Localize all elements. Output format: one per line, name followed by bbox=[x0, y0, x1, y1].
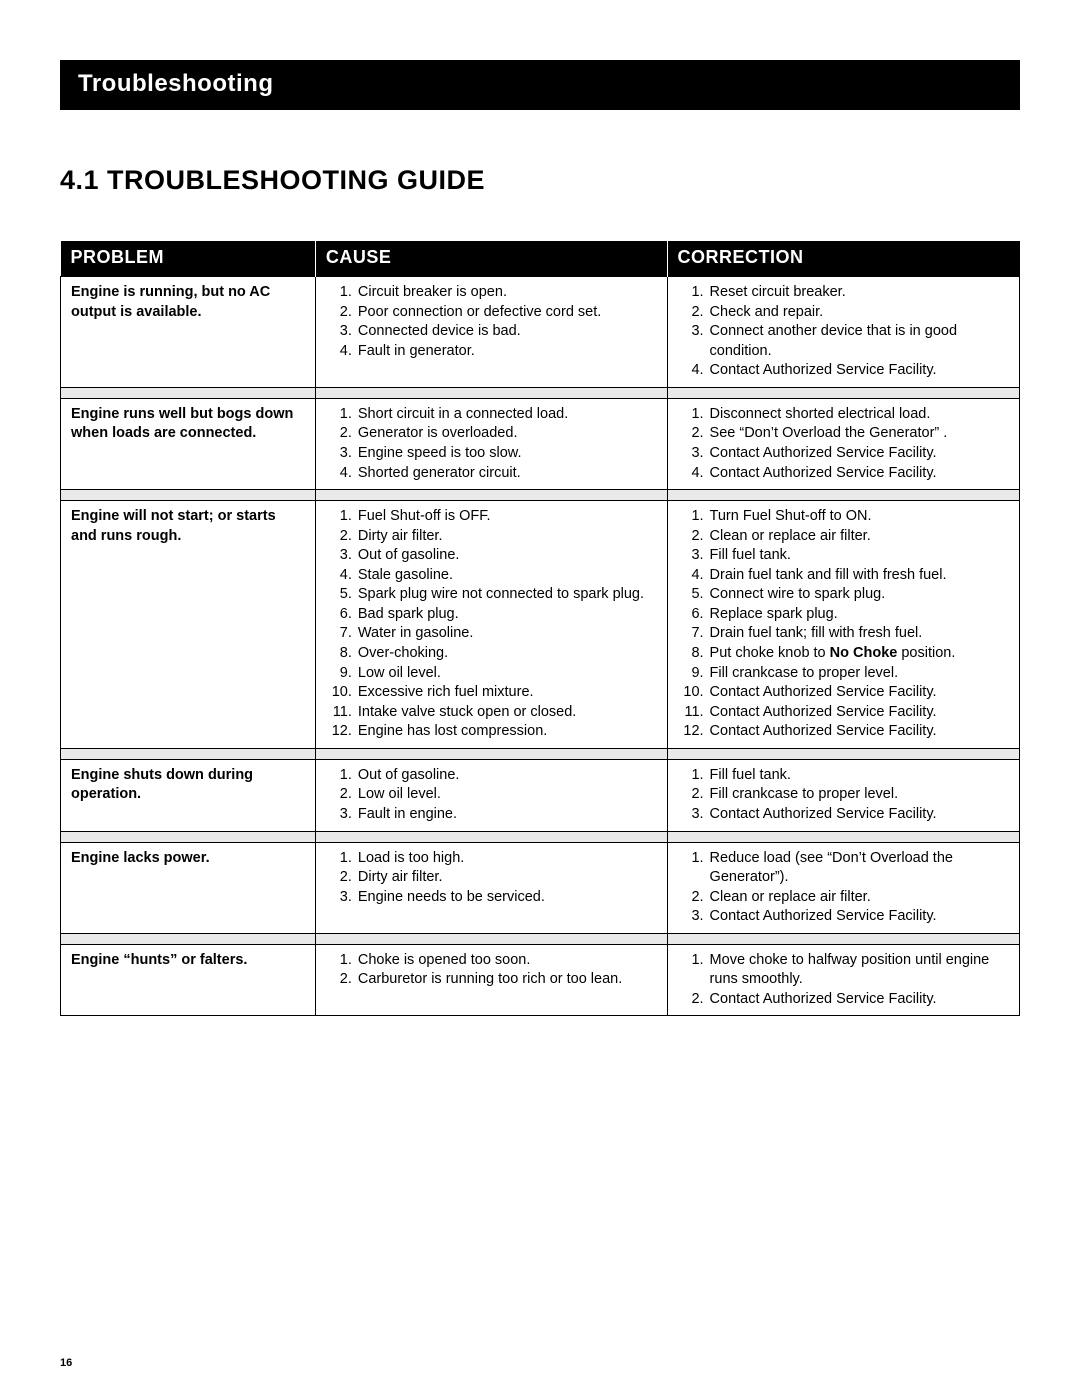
list-item: 2.Contact Authorized Service Facility. bbox=[682, 990, 1009, 1010]
list-item: 12.Contact Authorized Service Facility. bbox=[682, 722, 1009, 742]
cause-cell: 1.Load is too high.2.Dirty air filter.3.… bbox=[315, 842, 667, 933]
table-row: Engine lacks power.1.Load is too high.2.… bbox=[61, 842, 1020, 933]
col-cause: CAUSE bbox=[315, 241, 667, 277]
list-item: 4.Shorted generator circuit. bbox=[330, 464, 657, 484]
spacer-row bbox=[61, 933, 1020, 944]
troubleshooting-table: PROBLEM CAUSE CORRECTION Engine is runni… bbox=[60, 241, 1020, 1016]
list-item: 2.Low oil level. bbox=[330, 785, 657, 805]
list-item: 2.Poor connection or defective cord set. bbox=[330, 303, 657, 323]
problem-cell: Engine “hunts” or falters. bbox=[61, 944, 316, 1016]
list-item: 2.Generator is overloaded. bbox=[330, 424, 657, 444]
list-item: 4.Drain fuel tank and fill with fresh fu… bbox=[682, 566, 1009, 586]
correction-cell: 1.Fill fuel tank.2.Fill crankcase to pro… bbox=[667, 759, 1019, 831]
list-item: 4.Contact Authorized Service Facility. bbox=[682, 464, 1009, 484]
list-item: 3.Out of gasoline. bbox=[330, 546, 657, 566]
list-item: 1.Fuel Shut-off is OFF. bbox=[330, 507, 657, 527]
table-row: Engine runs well but bogs down when load… bbox=[61, 398, 1020, 489]
list-item: 2.Dirty air filter. bbox=[330, 527, 657, 547]
list-item: 1.Short circuit in a connected load. bbox=[330, 405, 657, 425]
list-item: 1.Out of gasoline. bbox=[330, 766, 657, 786]
list-item: 1.Reduce load (see “Don’t Overload the G… bbox=[682, 849, 1009, 888]
list-item: 1.Move choke to halfway position until e… bbox=[682, 951, 1009, 990]
list-item: 2.See “Don’t Overload the Generator” . bbox=[682, 424, 1009, 444]
banner-title: Troubleshooting bbox=[60, 60, 1020, 110]
list-item: 3.Fill fuel tank. bbox=[682, 546, 1009, 566]
section-title: 4.1 TROUBLESHOOTING GUIDE bbox=[60, 165, 1020, 196]
list-item: 3.Connected device is bad. bbox=[330, 322, 657, 342]
table-row: Engine “hunts” or falters.1.Choke is ope… bbox=[61, 944, 1020, 1016]
list-item: 4.Fault in generator. bbox=[330, 342, 657, 362]
list-item: 3.Contact Authorized Service Facility. bbox=[682, 805, 1009, 825]
problem-cell: Engine is running, but no AC output is a… bbox=[61, 277, 316, 388]
problem-cell: Engine shuts down during operation. bbox=[61, 759, 316, 831]
cause-cell: 1.Circuit breaker is open.2.Poor connect… bbox=[315, 277, 667, 388]
list-item: 2.Clean or replace air filter. bbox=[682, 527, 1009, 547]
problem-cell: Engine runs well but bogs down when load… bbox=[61, 398, 316, 489]
list-item: 8.Over-choking. bbox=[330, 644, 657, 664]
spacer-row bbox=[61, 831, 1020, 842]
list-item: 9.Low oil level. bbox=[330, 664, 657, 684]
list-item: 1.Fill fuel tank. bbox=[682, 766, 1009, 786]
list-item: 1.Circuit breaker is open. bbox=[330, 283, 657, 303]
list-item: 2.Fill crankcase to proper level. bbox=[682, 785, 1009, 805]
cause-cell: 1.Choke is opened too soon.2.Carburetor … bbox=[315, 944, 667, 1016]
correction-cell: 1.Reduce load (see “Don’t Overload the G… bbox=[667, 842, 1019, 933]
problem-cell: Engine will not start; or starts and run… bbox=[61, 501, 316, 749]
correction-cell: 1.Turn Fuel Shut-off to ON.2.Clean or re… bbox=[667, 501, 1019, 749]
list-item: 2.Dirty air filter. bbox=[330, 868, 657, 888]
correction-cell: 1.Disconnect shorted electrical load.2.S… bbox=[667, 398, 1019, 489]
list-item: 4.Stale gasoline. bbox=[330, 566, 657, 586]
list-item: 10.Excessive rich fuel mixture. bbox=[330, 683, 657, 703]
list-item: 7.Drain fuel tank; fill with fresh fuel. bbox=[682, 624, 1009, 644]
cause-cell: 1.Short circuit in a connected load.2.Ge… bbox=[315, 398, 667, 489]
col-problem: PROBLEM bbox=[61, 241, 316, 277]
list-item: 10.Contact Authorized Service Facility. bbox=[682, 683, 1009, 703]
list-item: 5.Connect wire to spark plug. bbox=[682, 585, 1009, 605]
list-item: 4.Contact Authorized Service Facility. bbox=[682, 361, 1009, 381]
list-item: 1.Choke is opened too soon. bbox=[330, 951, 657, 971]
problem-cell: Engine lacks power. bbox=[61, 842, 316, 933]
list-item: 9.Fill crankcase to proper level. bbox=[682, 664, 1009, 684]
spacer-row bbox=[61, 748, 1020, 759]
list-item: 6.Replace spark plug. bbox=[682, 605, 1009, 625]
list-item: 1.Load is too high. bbox=[330, 849, 657, 869]
spacer-row bbox=[61, 490, 1020, 501]
table-row: Engine will not start; or starts and run… bbox=[61, 501, 1020, 749]
list-item: 6.Bad spark plug. bbox=[330, 605, 657, 625]
list-item: 1.Disconnect shorted electrical load. bbox=[682, 405, 1009, 425]
list-item: 3.Connect another device that is in good… bbox=[682, 322, 1009, 361]
table-row: Engine shuts down during operation.1.Out… bbox=[61, 759, 1020, 831]
list-item: 2.Check and repair. bbox=[682, 303, 1009, 323]
list-item: 5.Spark plug wire not connected to spark… bbox=[330, 585, 657, 605]
table-row: Engine is running, but no AC output is a… bbox=[61, 277, 1020, 388]
list-item: 1.Turn Fuel Shut-off to ON. bbox=[682, 507, 1009, 527]
list-item: 3.Engine needs to be serviced. bbox=[330, 888, 657, 908]
cause-cell: 1.Out of gasoline.2.Low oil level.3.Faul… bbox=[315, 759, 667, 831]
list-item: 3.Contact Authorized Service Facility. bbox=[682, 444, 1009, 464]
list-item: 3.Fault in engine. bbox=[330, 805, 657, 825]
list-item: 11.Intake valve stuck open or closed. bbox=[330, 703, 657, 723]
cause-cell: 1.Fuel Shut-off is OFF.2.Dirty air filte… bbox=[315, 501, 667, 749]
list-item: 2.Carburetor is running too rich or too … bbox=[330, 970, 657, 990]
list-item: 8.Put choke knob to No Choke position. bbox=[682, 644, 1009, 664]
spacer-row bbox=[61, 387, 1020, 398]
col-correction: CORRECTION bbox=[667, 241, 1019, 277]
correction-cell: 1.Move choke to halfway position until e… bbox=[667, 944, 1019, 1016]
list-item: 3.Contact Authorized Service Facility. bbox=[682, 907, 1009, 927]
list-item: 1.Reset circuit breaker. bbox=[682, 283, 1009, 303]
correction-cell: 1.Reset circuit breaker.2.Check and repa… bbox=[667, 277, 1019, 388]
list-item: 2.Clean or replace air filter. bbox=[682, 888, 1009, 908]
list-item: 12.Engine has lost compression. bbox=[330, 722, 657, 742]
list-item: 11.Contact Authorized Service Facility. bbox=[682, 703, 1009, 723]
list-item: 7.Water in gasoline. bbox=[330, 624, 657, 644]
list-item: 3.Engine speed is too slow. bbox=[330, 444, 657, 464]
page-number: 16 bbox=[60, 1357, 72, 1369]
